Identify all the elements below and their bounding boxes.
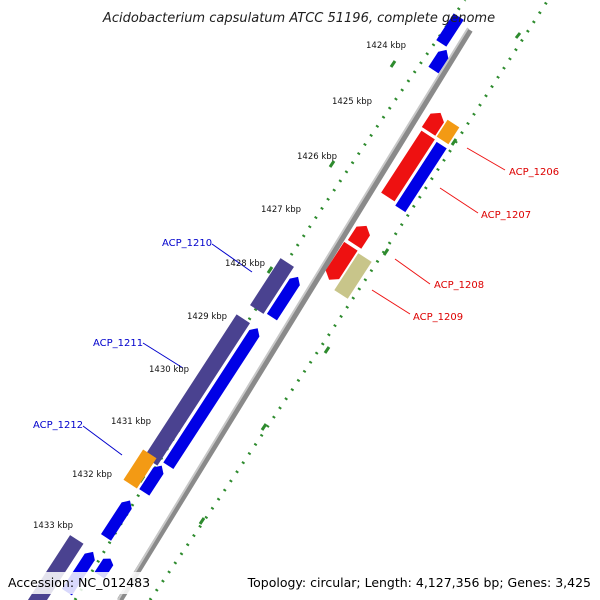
kbp-label-1426: 1426 kbp	[297, 152, 337, 162]
gene-top-a	[436, 13, 464, 47]
gene-label-acp-1208: ACP_1208	[434, 280, 484, 291]
gene-acp-1207-blue	[395, 141, 447, 213]
gene-acp-1206-orange	[436, 119, 460, 145]
genome-backbone	[117, 28, 473, 600]
gene-bottom-blue-a	[100, 500, 132, 541]
gene-acp-1206-red	[421, 112, 444, 136]
leader-lines-left	[82, 243, 253, 456]
gene-label-acp-1206: ACP_1206	[509, 167, 559, 178]
gene-label-acp-1207: ACP_1207	[481, 210, 531, 221]
kbp-label-1432: 1432 kbp	[72, 470, 112, 480]
tick-ring-outer-right	[148, 0, 550, 600]
gene-label-acp-1209: ACP_1209	[413, 312, 463, 323]
gene-acp-1211-purple	[143, 314, 251, 466]
footer-right-bg	[258, 572, 600, 594]
leader-lines-right	[371, 147, 506, 315]
kbp-label-1424: 1424 kbp	[366, 41, 406, 51]
kbp-label-1425: 1425 kbp	[332, 97, 372, 107]
gene-label-acp-1212: ACP_1212	[33, 420, 83, 431]
gene-acp-1209	[334, 253, 372, 299]
gene-acp-1212-orange	[123, 449, 157, 489]
kbp-label-1430: 1430 kbp	[149, 365, 189, 375]
gene-label-acp-1210: ACP_1210	[162, 238, 212, 249]
kbp-label-1427: 1427 kbp	[261, 205, 301, 215]
tick-marks-right	[198, 32, 522, 525]
gene-acp-1210-blue	[266, 276, 300, 321]
gene-acp-1211-blue	[163, 328, 260, 470]
gene-label-acp-1211: ACP_1211	[93, 338, 143, 349]
topology-summary-text: Topology: circular; Length: 4,127,356 bp…	[247, 575, 591, 590]
footer-left-bg	[0, 572, 150, 594]
kbp-label-1428: 1428 kbp	[225, 259, 265, 269]
gene-top-b	[428, 49, 449, 74]
gene-acp-1212-blue	[139, 465, 164, 496]
gene-acp-1207-red	[381, 130, 435, 202]
kbp-label-1433: 1433 kbp	[33, 521, 73, 531]
gene-acp-1208	[347, 225, 370, 249]
genome-title: Acidobacterium capsulatum ATCC 51196, co…	[102, 11, 495, 26]
gene-acp-1208-b	[325, 241, 358, 280]
genome-backbone-highlight	[117, 27, 469, 600]
kbp-label-1429: 1429 kbp	[187, 312, 227, 322]
gene-acp-1210-purple	[250, 258, 294, 314]
kbp-label-1431: 1431 kbp	[111, 417, 151, 427]
accession-text: Accession: NC_012483	[8, 575, 150, 590]
